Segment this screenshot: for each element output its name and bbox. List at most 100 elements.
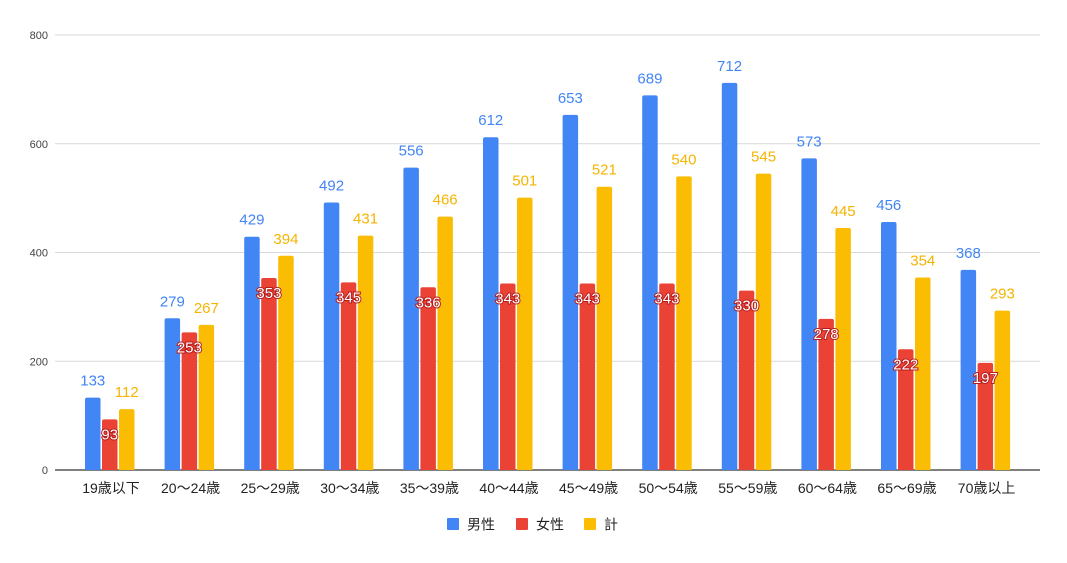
x-tick-label: 45〜49歳	[559, 480, 618, 496]
legend-swatch	[516, 518, 528, 530]
bar-計-30〜34歳[interactable]	[357, 235, 374, 470]
bar-男性-30〜34歳[interactable]	[323, 202, 340, 470]
legend-swatch	[584, 518, 596, 530]
data-label-男性: 492	[319, 177, 344, 194]
data-label-男性: 612	[478, 112, 503, 129]
data-label-男性: 279	[160, 293, 185, 310]
data-label-計: 431	[353, 211, 378, 228]
data-label-計: 545	[751, 149, 776, 166]
bar-女性-30〜34歳[interactable]	[340, 282, 357, 470]
data-label-計: 540	[671, 151, 696, 168]
data-label-計: 112	[115, 384, 139, 401]
bar-男性-65〜69歳[interactable]	[881, 222, 897, 470]
y-axis-ticks: 0 200 400 600 800	[30, 30, 48, 477]
bar-計-25〜29歳[interactable]	[278, 255, 294, 470]
data-label-計: 501	[512, 173, 537, 190]
data-label-女性: 345	[336, 289, 361, 306]
gridlines	[55, 34, 1040, 471]
data-label-計: 354	[910, 253, 935, 270]
bar-男性-25〜29歳[interactable]	[244, 236, 260, 470]
bar-女性-55〜59歳[interactable]	[738, 290, 755, 470]
x-tick-label: 50〜54歳	[639, 480, 698, 496]
data-label-男性: 556	[399, 143, 424, 160]
x-tick-label: 20〜24歳	[161, 480, 220, 496]
data-label-男性: 712	[717, 58, 742, 75]
bar-男性-20〜24歳[interactable]	[164, 318, 181, 470]
bar-男性-55〜59歳[interactable]	[721, 82, 738, 470]
bar-計-19歳以下[interactable]	[119, 409, 135, 470]
bar-計-35〜39歳[interactable]	[437, 216, 453, 470]
data-label-男性: 573	[797, 133, 822, 150]
data-label-男性: 689	[637, 70, 662, 87]
data-label-女性: 278	[814, 326, 839, 343]
data-label-計: 394	[273, 231, 298, 248]
bar-男性-60〜64歳[interactable]	[801, 158, 817, 470]
legend[interactable]: 男性 女性 計	[447, 517, 618, 533]
x-tick-label: 70歳以上	[958, 480, 1016, 496]
bar-計-50〜54歳[interactable]	[676, 176, 692, 470]
x-tick-label: 19歳以下	[82, 480, 140, 496]
data-label-計: 521	[592, 162, 617, 179]
y-tick-label: 200	[30, 356, 48, 368]
bar-女性-70歳以上[interactable]	[977, 362, 994, 470]
data-label-女性: 93	[101, 426, 118, 443]
bar-女性-65〜69歳[interactable]	[898, 349, 914, 470]
data-label-計: 466	[433, 192, 458, 209]
x-tick-label: 25〜29歳	[241, 480, 300, 496]
data-label-男性: 368	[956, 245, 981, 262]
data-label-計: 293	[990, 286, 1015, 303]
data-label-女性: 343	[495, 290, 520, 307]
data-label-女性: 343	[654, 290, 679, 307]
bar-女性-60〜64歳[interactable]	[818, 318, 834, 470]
bar-計-60〜64歳[interactable]	[835, 228, 851, 470]
bar-計-65〜69歳[interactable]	[915, 277, 931, 470]
bar-女性-40〜44歳[interactable]	[500, 283, 516, 470]
bar-女性-25〜29歳[interactable]	[261, 278, 277, 470]
y-tick-label: 0	[42, 465, 48, 477]
bar-計-40〜44歳[interactable]	[517, 197, 533, 471]
data-label-計: 267	[194, 300, 219, 317]
legend-item-女性[interactable]: 女性	[516, 517, 564, 533]
bar-男性-50〜54歳[interactable]	[642, 95, 658, 470]
data-label-男性: 133	[80, 373, 105, 390]
data-label-男性: 653	[558, 90, 583, 107]
data-label-男性: 429	[239, 212, 264, 229]
x-tick-label: 35〜39歳	[400, 480, 459, 496]
legend-label: 女性	[536, 517, 564, 533]
y-tick-label: 800	[30, 30, 48, 42]
bar-女性-19歳以下[interactable]	[102, 419, 118, 470]
bar-女性-45〜49歳[interactable]	[579, 283, 596, 470]
x-tick-label: 60〜64歳	[798, 480, 857, 496]
data-label-女性: 336	[416, 294, 441, 311]
bar-計-55〜59歳[interactable]	[755, 173, 772, 470]
bar-男性-19歳以下[interactable]	[85, 397, 101, 470]
bar-計-20〜24歳[interactable]	[198, 324, 215, 470]
data-label-女性: 253	[177, 339, 202, 356]
legend-label: 計	[604, 517, 618, 533]
bar-男性-70歳以上[interactable]	[960, 269, 977, 470]
bar-計-45〜49歳[interactable]	[596, 186, 613, 471]
data-labels: 133 93 112 279 253 267 429 353 394 492 345 431 556 33…	[80, 58, 1015, 445]
legend-item-男性[interactable]: 男性	[447, 517, 495, 533]
y-tick-label: 600	[30, 139, 48, 151]
bars	[85, 82, 1011, 471]
bar-男性-45〜49歳[interactable]	[562, 114, 579, 471]
data-label-男性: 456	[876, 197, 901, 214]
bar-男性-40〜44歳[interactable]	[483, 137, 499, 470]
x-tick-label: 40〜44歳	[479, 480, 538, 496]
data-label-女性: 197	[973, 370, 998, 387]
legend-label: 男性	[467, 517, 495, 533]
data-label-女性: 330	[734, 298, 759, 315]
x-tick-label: 65〜69歳	[877, 480, 936, 496]
legend-item-計[interactable]: 計	[584, 517, 618, 533]
bar-女性-35〜39歳[interactable]	[420, 287, 436, 470]
bar-男性-35〜39歳[interactable]	[403, 167, 419, 471]
bar-女性-20〜24歳[interactable]	[181, 332, 198, 470]
bar-計-70歳以上[interactable]	[994, 310, 1011, 470]
x-tick-label: 30〜34歳	[320, 480, 379, 496]
bar-女性-50〜54歳[interactable]	[659, 283, 675, 470]
data-label-計: 445	[831, 203, 856, 220]
data-label-女性: 353	[256, 285, 281, 302]
data-label-女性: 222	[893, 356, 918, 373]
